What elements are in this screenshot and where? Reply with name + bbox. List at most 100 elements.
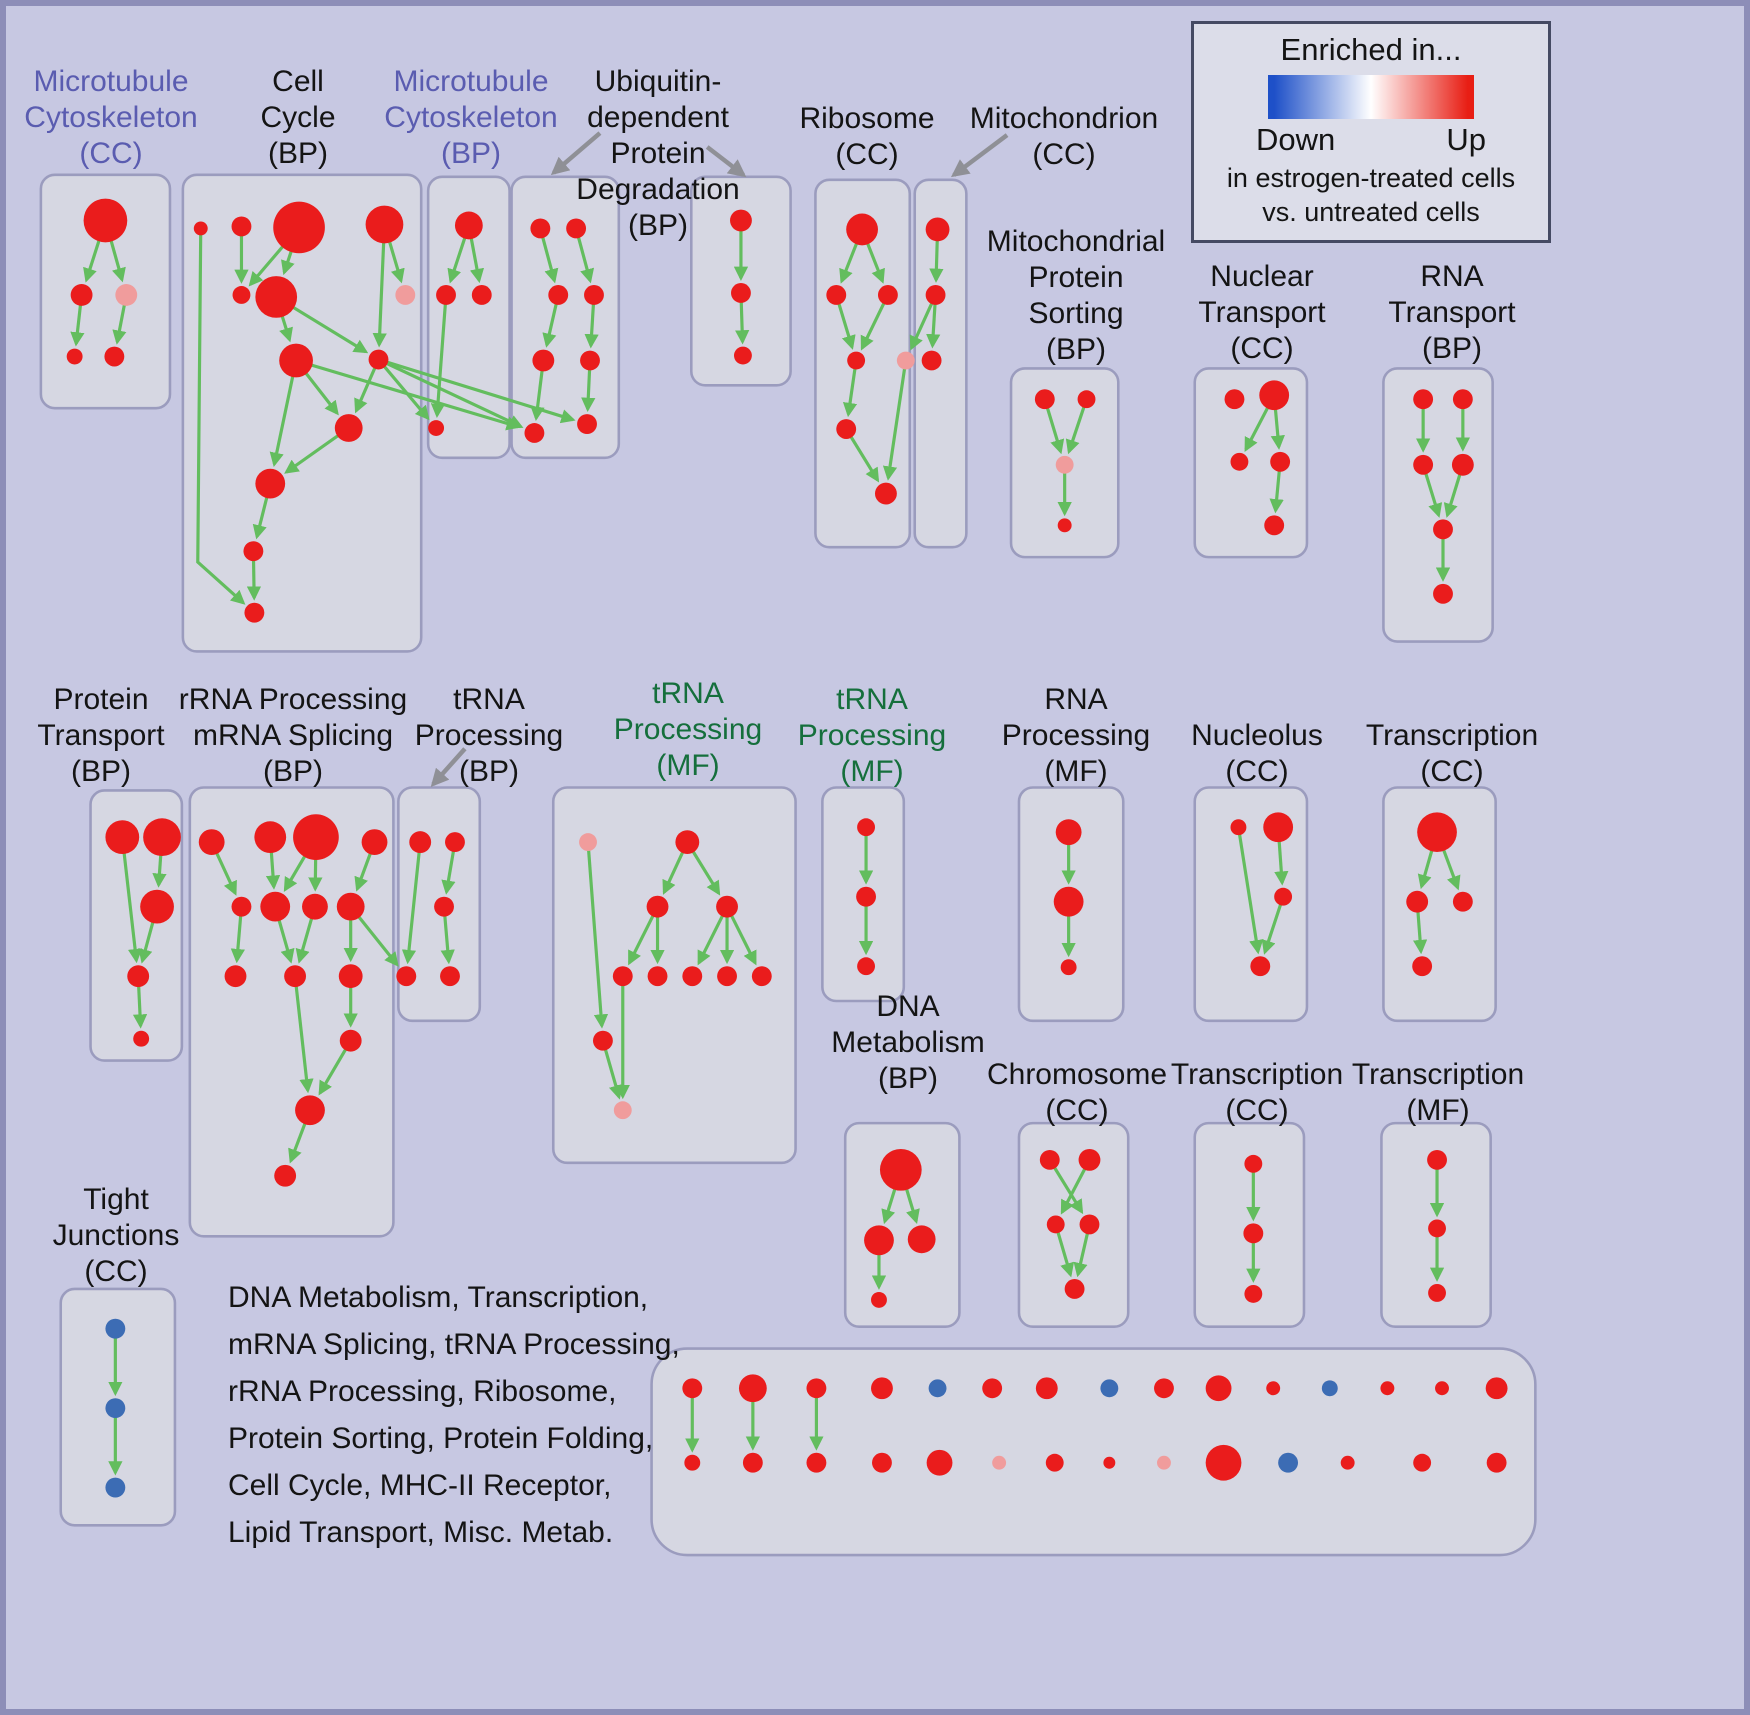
rna-transport-bp-gene-node — [1433, 519, 1453, 540]
miscellaneous-terms-gene-node — [1100, 1379, 1119, 1398]
nucleolus-cc-edge — [1236, 826, 1264, 955]
chromosome-cc-gene-node — [1079, 1214, 1100, 1235]
transcription-mf-gene-node — [1428, 1283, 1446, 1302]
ubiquitin-dependent-protein-degradation-bp-gene-node — [730, 209, 752, 232]
miscellaneous-terms-gene-node — [1045, 1453, 1064, 1472]
trna-processing-mf-1-gene-node — [579, 833, 597, 852]
ubiquitin-dependent-protein-degradation-bp-gene-node — [532, 349, 555, 372]
ubiquitin-dependent-protein-degradation-bp-gene-node — [584, 285, 604, 305]
nucleolus-cc-gene-node — [1263, 812, 1294, 843]
rna-processing-mf-gene-node — [1053, 886, 1084, 917]
miscellaneous-terms-gene-node — [1035, 1377, 1058, 1400]
cell-cycle-bp-gene-node — [232, 286, 251, 304]
rna-processing-mf-gene-node — [1060, 959, 1077, 976]
protein-transport-bp-gene-node — [133, 1030, 150, 1047]
cell-cycle-bp-gene-node — [193, 221, 208, 236]
cell-cycle-bp-edge — [196, 228, 246, 605]
ribosome-cc-gene-node — [836, 419, 857, 439]
protein-transport-bp-edge — [120, 836, 143, 964]
protein-transport-bp-gene-node — [143, 818, 181, 857]
chromosome-cc-gene-node — [1046, 1215, 1065, 1234]
rrna-processing-mrna-splicing-bp-gene-node — [224, 965, 247, 988]
chromosome-cc-gene-node — [1039, 1149, 1060, 1170]
transcription-mf-gene-node — [1427, 1149, 1447, 1170]
miscellaneous-terms-gene-node — [1266, 1381, 1281, 1396]
nucleolus-cc-edge — [1261, 896, 1285, 955]
rna-transport-bp-gene-node — [1433, 583, 1453, 604]
miscellaneous-terms-gene-node — [926, 1449, 953, 1476]
ubiquitin-dependent-protein-degradation-bp-gene-node — [577, 414, 597, 434]
ribosome-cc-edge — [842, 360, 858, 418]
dna-metabolism-bp-gene-node — [864, 1225, 894, 1256]
nuclear-transport-cc-box — [1193, 367, 1309, 559]
miscellaneous-terms-gene-node — [684, 1454, 701, 1471]
dna-metabolism-bp-gene-node — [879, 1148, 922, 1191]
ubiquitin-dependent-protein-degradation-bp-gene-node — [566, 218, 587, 239]
microtubule-cytoskeleton-bp-gene-node — [471, 285, 492, 305]
nucleolus-cc-gene-node — [1230, 819, 1247, 836]
tight-junctions-cc-gene-node — [105, 1477, 126, 1498]
ribosome-cc-gene-node — [877, 285, 898, 305]
legend-gradient-bar — [1268, 75, 1474, 119]
trna-processing-mf-1-gene-node — [592, 1030, 613, 1051]
chromosome-cc-edge — [1048, 1159, 1084, 1215]
miscellaneous-terms-box — [650, 1347, 1537, 1557]
rrna-processing-mrna-splicing-bp-gene-node — [198, 829, 225, 856]
chromosome-cc-gene-node — [1078, 1148, 1101, 1171]
ubiquitin-dependent-protein-degradation-bp-gene-node — [731, 283, 751, 303]
miscellaneous-terms-gene-node — [742, 1452, 763, 1473]
ribosome-cc-edge — [882, 360, 908, 481]
miscellaneous-terms-label: DNA Metabolism, Transcription, mRNA Spli… — [228, 1281, 680, 1550]
cell-cycle-bp-gene-node — [395, 285, 416, 305]
miscellaneous-terms-gene-node — [1485, 1377, 1508, 1400]
label-pointer-arrow — [950, 133, 1009, 178]
miscellaneous-terms-gene-node — [1340, 1455, 1355, 1470]
rrna-processing-mrna-splicing-bp-gene-node — [284, 965, 307, 988]
label-pointer-arrow — [430, 747, 467, 787]
miscellaneous-terms-gene-node — [738, 1374, 767, 1403]
ribosome-cc-gene-node — [896, 351, 915, 370]
cell-cycle-bp-edge — [372, 224, 387, 348]
transcription-cc-1-gene-node — [1406, 890, 1429, 913]
microtubule-cytoskeleton-cc-gene-node — [83, 198, 128, 243]
rrna-processing-mrna-splicing-bp-gene-node — [260, 891, 291, 922]
nuclear-transport-cc-gene-node — [1264, 515, 1285, 536]
network-diagram — [39, 131, 1537, 1557]
ribosome-cc-gene-node — [875, 482, 897, 505]
protein-transport-bp-gene-node — [105, 820, 140, 855]
trna-processing-bp-gene-node — [440, 966, 460, 987]
trna-processing-mf-1-gene-node — [751, 966, 772, 987]
trna-processing-mf-1-gene-node — [646, 895, 669, 918]
microtubule-cytoskeleton-cc-gene-node — [115, 284, 138, 306]
mitochondrial-protein-sorting-bp-gene-node — [1034, 389, 1055, 410]
ubiquitin-dependent-protein-degradation-bp-gene-node — [733, 346, 752, 365]
cell-cycle-bp-gene-node — [334, 414, 363, 442]
trna-processing-mf-1-box — [551, 786, 797, 1165]
cell-cycle-bp-edge — [269, 360, 298, 467]
rna-transport-bp-gene-node — [1452, 389, 1473, 410]
nuclear-transport-cc-gene-node — [1270, 451, 1291, 472]
rna-transport-bp-gene-node — [1413, 454, 1434, 475]
nucleolus-cc-gene-node — [1250, 956, 1271, 977]
legend-title: Enriched in... — [1280, 32, 1462, 67]
ribosome-cc-gene-node — [826, 285, 847, 305]
microtubule-cytoskeleton-cc-gene-node — [66, 348, 83, 365]
legend-down-label: Down — [1256, 122, 1336, 157]
cell-cycle-bp-gene-node — [273, 201, 325, 254]
transcription-cc-1-box — [1382, 786, 1497, 1023]
miscellaneous-terms-gene-node — [1157, 1455, 1171, 1470]
trna-processing-bp-edge — [401, 841, 422, 965]
transcription-cc-2-gene-node — [1244, 1284, 1263, 1303]
microtubule-cytoskeleton-bp-gene-node — [454, 211, 483, 240]
protein-transport-bp-gene-node — [127, 965, 150, 988]
trna-processing-bp-gene-node — [445, 832, 465, 853]
miscellaneous-terms-gene-node — [1278, 1452, 1299, 1473]
legend-up-label: Up — [1446, 122, 1486, 157]
tight-junctions-cc-gene-node — [105, 1398, 126, 1419]
transcription-cc-2-gene-node — [1243, 1223, 1264, 1244]
trna-processing-bp-gene-node — [396, 966, 417, 987]
miscellaneous-terms-gene-node — [1205, 1444, 1242, 1481]
cross-cluster-edge — [377, 358, 430, 421]
cell-cycle-bp-gene-node — [255, 276, 298, 318]
rrna-processing-mrna-splicing-bp-gene-node — [274, 1164, 297, 1187]
